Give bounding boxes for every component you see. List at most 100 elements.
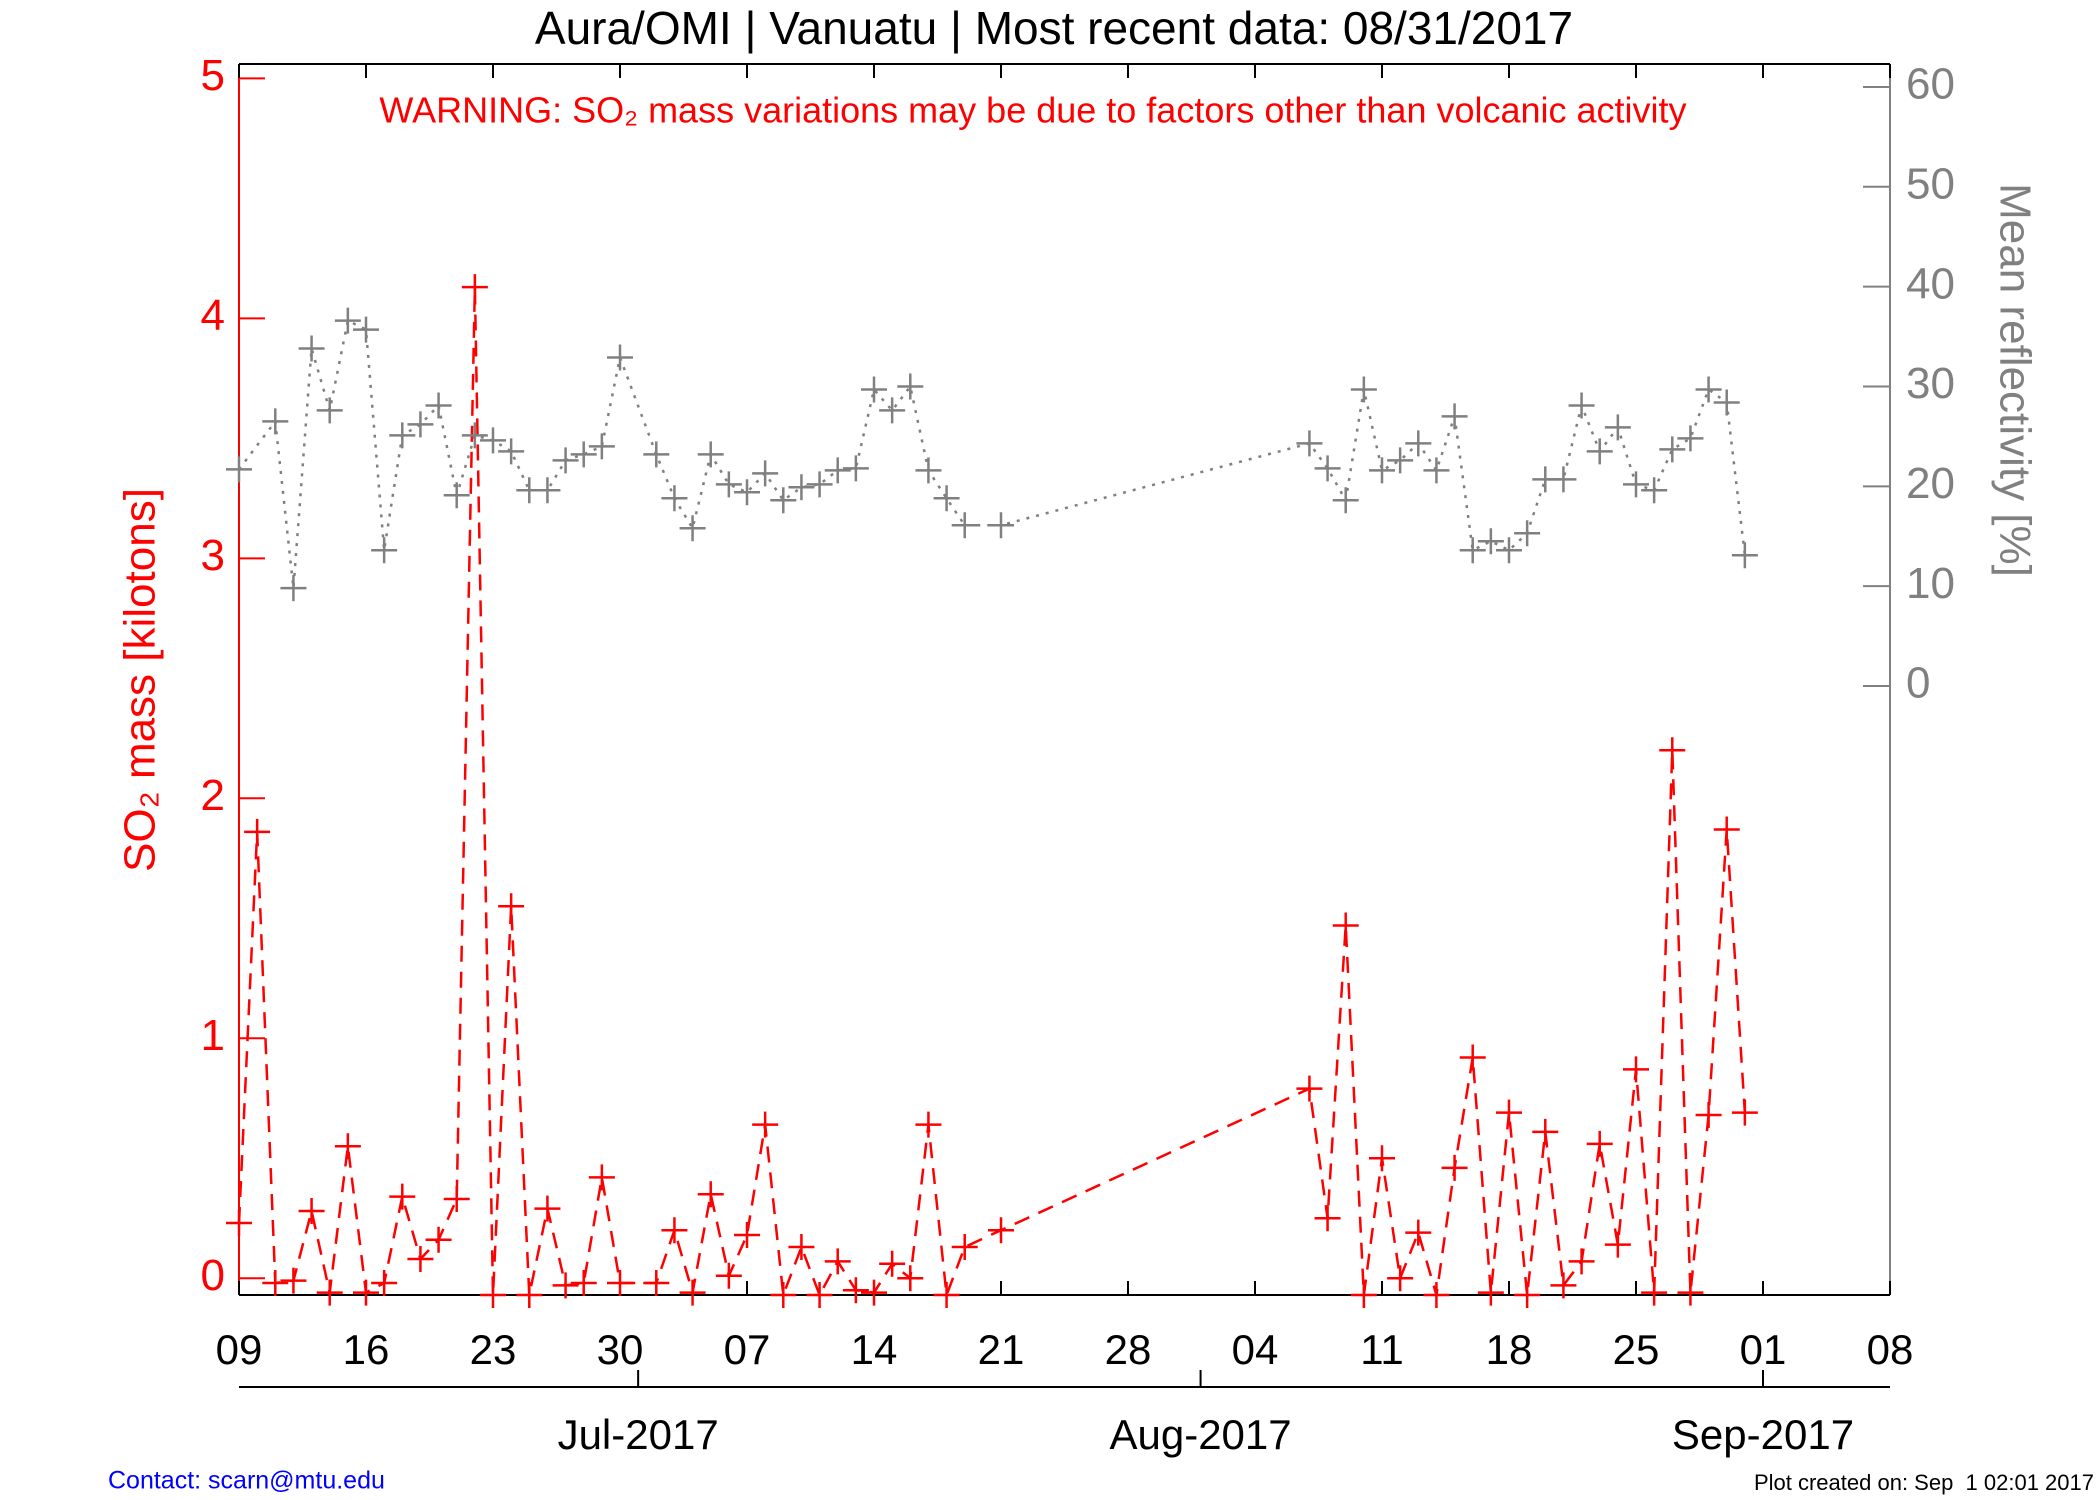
- marker: [661, 1217, 688, 1244]
- marker: [951, 1234, 978, 1261]
- y-tick-label: 1: [201, 1011, 225, 1060]
- marker: [607, 1270, 633, 1296]
- marker: [879, 1250, 906, 1277]
- marker: [1477, 1279, 1504, 1306]
- marker: [1332, 487, 1359, 514]
- marker: [1604, 1231, 1631, 1258]
- marker: [1677, 1279, 1704, 1306]
- marker: [1496, 537, 1522, 564]
- marker: [806, 1282, 833, 1308]
- marker: [1387, 1265, 1414, 1292]
- marker: [226, 1210, 252, 1237]
- marker: [1514, 1282, 1541, 1308]
- marker: [933, 485, 960, 512]
- marker: [280, 575, 307, 602]
- marker: [607, 344, 633, 371]
- marker: [1623, 1056, 1649, 1083]
- marker: [715, 471, 742, 498]
- marker: [443, 1186, 470, 1213]
- series-line: [237, 287, 1747, 1299]
- marker: [353, 1279, 379, 1306]
- marker: [461, 422, 488, 449]
- marker: [588, 1164, 615, 1191]
- marker: [806, 471, 833, 498]
- marker: [643, 441, 670, 468]
- series-line: [238, 318, 1747, 589]
- marker: [1350, 376, 1377, 403]
- marker: [643, 1270, 670, 1296]
- x-tick-label: 28: [1105, 1326, 1152, 1373]
- marker: [1296, 1075, 1323, 1102]
- marker: [298, 1198, 325, 1225]
- marker: [316, 1279, 343, 1306]
- marker: [915, 457, 942, 484]
- marker: [770, 487, 797, 514]
- marker: [226, 456, 252, 483]
- marker: [1586, 438, 1613, 465]
- marker: [461, 274, 488, 301]
- marker: [715, 1262, 742, 1289]
- chart-title: Aura/OMI | Vanuatu | Most recent data: 0…: [535, 2, 1573, 54]
- x-tick-label: 14: [851, 1326, 898, 1373]
- marker: [262, 1270, 289, 1296]
- marker: [480, 1282, 506, 1308]
- marker: [316, 397, 343, 424]
- marker: [516, 1282, 543, 1308]
- y-axis-label: SO₂ mass [kilotons]: [116, 488, 165, 872]
- marker: [1713, 816, 1740, 843]
- y2-tick-label: 60: [1906, 60, 1955, 109]
- marker: [534, 1195, 561, 1222]
- marker: [498, 438, 525, 465]
- x-tick-label: 07: [724, 1326, 771, 1373]
- x-tick-label: 01: [1740, 1326, 1787, 1373]
- marker: [770, 1282, 797, 1308]
- marker: [552, 1272, 579, 1299]
- marker: [1387, 447, 1414, 474]
- y2-tick-label: 40: [1906, 259, 1955, 308]
- marker: [1459, 1044, 1486, 1071]
- y2-tick-label: 10: [1906, 559, 1955, 608]
- marker: [1695, 1102, 1722, 1129]
- x-tick-label: 16: [343, 1326, 390, 1373]
- marker: [1659, 436, 1686, 463]
- marker: [915, 1111, 942, 1138]
- marker: [371, 537, 398, 564]
- marker: [298, 335, 325, 362]
- marker: [1731, 542, 1758, 569]
- marker: [244, 818, 271, 845]
- marker: [752, 1111, 779, 1138]
- marker: [1369, 457, 1395, 484]
- x-tick-label: 23: [470, 1326, 517, 1373]
- x-tick-label: 21: [978, 1326, 1025, 1373]
- marker: [1641, 1279, 1668, 1306]
- marker: [1568, 1248, 1595, 1275]
- marker: [1369, 1145, 1395, 1172]
- marker: [1423, 1282, 1450, 1308]
- marker: [824, 457, 851, 484]
- marker: [861, 376, 887, 403]
- y-tick-label: 3: [201, 531, 225, 580]
- marker: [861, 1279, 887, 1306]
- x-tick-label: 09: [216, 1326, 263, 1373]
- marker: [1713, 389, 1740, 416]
- marker: [897, 373, 924, 400]
- marker: [498, 893, 525, 920]
- y2-tick-label: 20: [1906, 459, 1955, 508]
- marker: [1314, 1205, 1341, 1232]
- marker: [1441, 403, 1468, 430]
- marker: [1532, 1118, 1559, 1145]
- marker: [679, 1279, 706, 1306]
- marker: [752, 460, 779, 487]
- month-tick-label: Sep-2017: [1672, 1411, 1854, 1458]
- marker: [879, 397, 906, 424]
- y-tick-label: 5: [201, 51, 225, 100]
- marker: [570, 441, 597, 468]
- marker: [389, 1183, 416, 1210]
- marker: [588, 433, 615, 460]
- y2-axis-label: Mean reflectivity [%]: [1990, 183, 2039, 577]
- marker: [1514, 520, 1541, 547]
- marker: [1496, 1099, 1522, 1126]
- warning: WARNING: SO₂ mass variations may be due …: [379, 90, 1686, 131]
- marker: [1405, 1219, 1432, 1246]
- x-tick-label: 18: [1486, 1326, 1533, 1373]
